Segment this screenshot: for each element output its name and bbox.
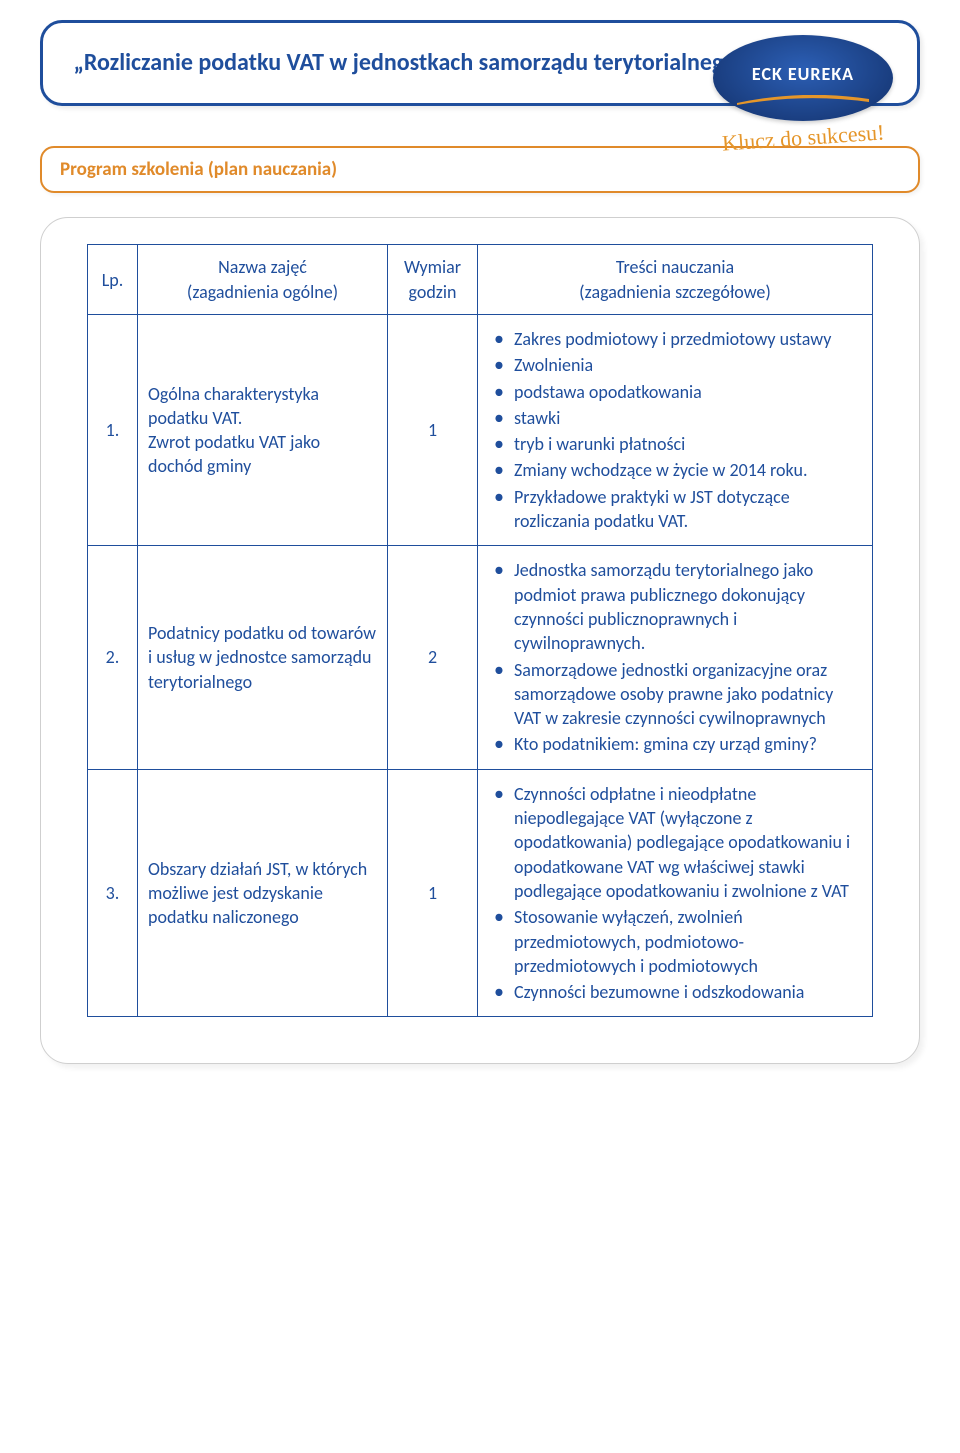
content-item: stawki [488, 406, 862, 430]
table-row: 3.Obszary działań JST, w których możliwe… [88, 769, 873, 1017]
logo: ECK EUREKA Klucz do sukcesu! [713, 35, 893, 151]
content-list: Zakres podmiotowy i przedmiotowy ustawyZ… [488, 327, 862, 533]
content-item: Zakres podmiotowy i przedmiotowy ustawy [488, 327, 862, 351]
table-body: 1.Ogólna charakterystyka podatku VAT.Zwr… [88, 314, 873, 1016]
col-name: Nazwa zajęć(zagadnienia ogólne) [138, 245, 388, 315]
cell-lp: 1. [88, 314, 138, 545]
content-item: tryb i warunki płatności [488, 432, 862, 456]
cell-content: Zakres podmiotowy i przedmiotowy ustawyZ… [478, 314, 873, 545]
cell-hours: 1 [388, 314, 478, 545]
content-item: Zwolnienia [488, 353, 862, 377]
cell-name: Ogólna charakterystyka podatku VAT.Zwrot… [138, 314, 388, 545]
cell-name: Obszary działań JST, w których możliwe j… [138, 769, 388, 1017]
table-row: 2.Podatnicy podatku od towarów i usług w… [88, 546, 873, 769]
col-lp: Lp. [88, 245, 138, 315]
content-item: Kto podatnikiem: gmina czy urząd gminy? [488, 732, 862, 756]
content-item: podstawa opodatkowania [488, 380, 862, 404]
cell-lp: 2. [88, 546, 138, 769]
section-label: Program szkolenia (plan nauczania) [60, 158, 337, 181]
content-item: Czynności bezumowne i odszkodowania [488, 980, 862, 1004]
content-item: Jednostka samorządu terytorialnego jako … [488, 558, 862, 655]
cell-content: Jednostka samorządu terytorialnego jako … [478, 546, 873, 769]
col-hours: Wymiargodzin [388, 245, 478, 315]
col-content: Treści nauczania(zagadnienia szczegółowe… [478, 245, 873, 315]
content-frame: Lp. Nazwa zajęć(zagadnienia ogólne) Wymi… [40, 217, 920, 1064]
cell-hours: 2 [388, 546, 478, 769]
cell-name: Podatnicy podatku od towarów i usług w j… [138, 546, 388, 769]
content-item: Stosowanie wyłączeń, zwolnień przedmioto… [488, 905, 862, 978]
cell-lp: 3. [88, 769, 138, 1017]
cell-content: Czynności odpłatne i nieodpłatne niepodl… [478, 769, 873, 1017]
logo-text: ECK EUREKA [752, 63, 854, 85]
table-header-row: Lp. Nazwa zajęć(zagadnienia ogólne) Wymi… [88, 245, 873, 315]
table-row: 1.Ogólna charakterystyka podatku VAT.Zwr… [88, 314, 873, 545]
content-item: Samorządowe jednostki organizacyjne oraz… [488, 658, 862, 731]
swoosh-icon [737, 95, 869, 105]
logo-ellipse: ECK EUREKA [713, 35, 893, 121]
content-list: Czynności odpłatne i nieodpłatne niepodl… [488, 782, 862, 1005]
program-table: Lp. Nazwa zajęć(zagadnienia ogólne) Wymi… [87, 244, 873, 1017]
content-item: Zmiany wchodzące w życie w 2014 roku. [488, 458, 862, 482]
section-label-box: Program szkolenia (plan nauczania) [40, 146, 920, 193]
header-banner: „Rozliczanie podatku VAT w jednostkach s… [40, 20, 920, 106]
content-item: Czynności odpłatne i nieodpłatne niepodl… [488, 782, 862, 903]
cell-hours: 1 [388, 769, 478, 1017]
content-list: Jednostka samorządu terytorialnego jako … [488, 558, 862, 756]
content-item: Przykładowe praktyki w JST dotyczące roz… [488, 485, 862, 534]
